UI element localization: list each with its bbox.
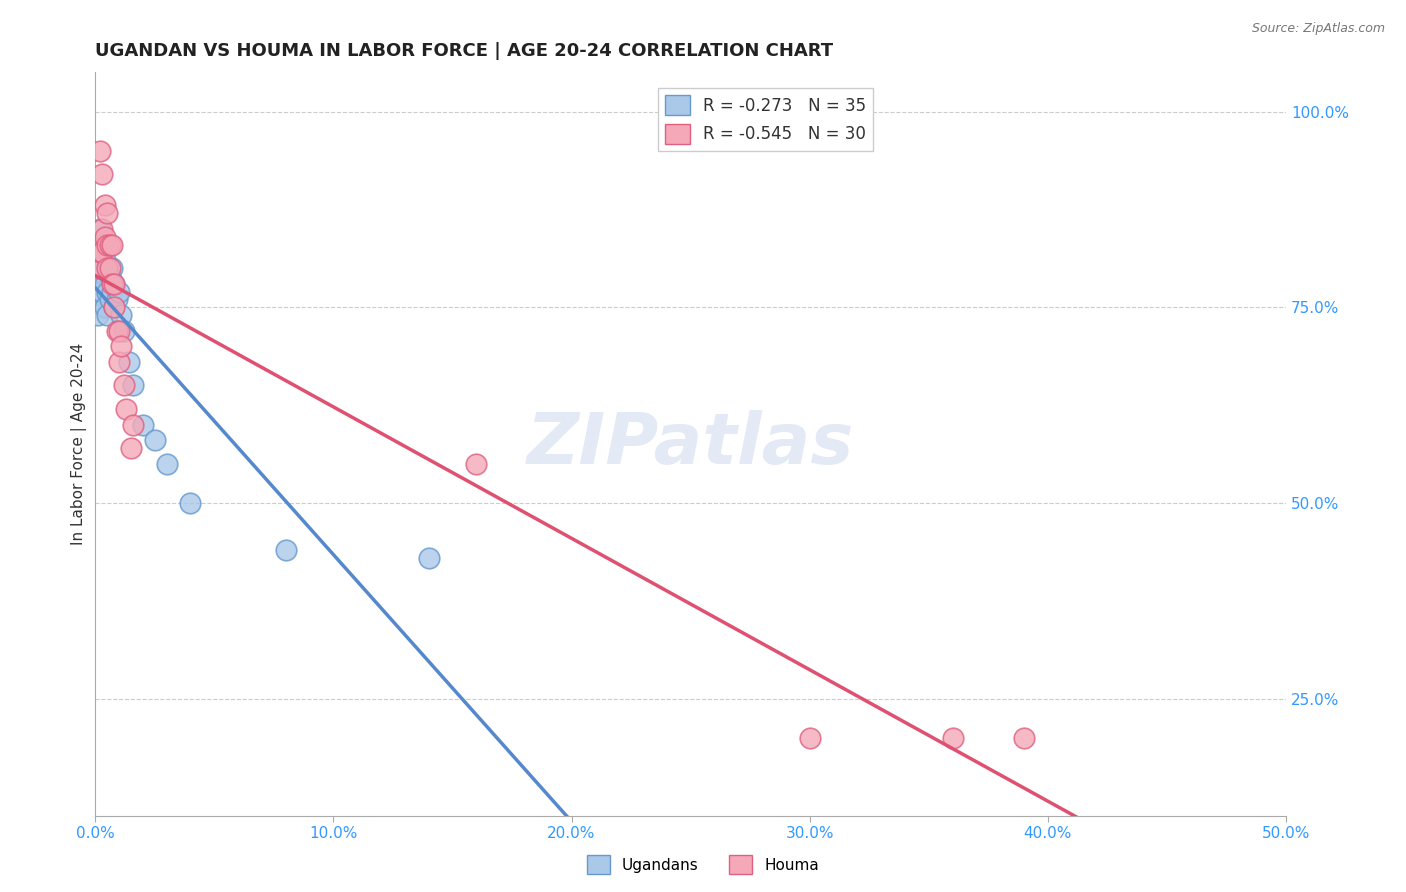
Point xyxy=(93,198,115,212)
Point xyxy=(465,457,488,471)
Point xyxy=(799,731,821,745)
Point xyxy=(1012,731,1035,745)
Point xyxy=(98,261,121,276)
Point xyxy=(86,277,108,291)
Point xyxy=(89,222,111,236)
Point xyxy=(108,355,131,369)
Point xyxy=(96,237,118,252)
Point xyxy=(101,285,124,299)
Point xyxy=(91,261,114,276)
Point xyxy=(98,237,121,252)
Point xyxy=(89,245,111,260)
Point xyxy=(108,285,131,299)
Point xyxy=(93,229,115,244)
Point xyxy=(156,457,179,471)
Y-axis label: In Labor Force | Age 20-24: In Labor Force | Age 20-24 xyxy=(72,343,87,545)
Point xyxy=(418,550,440,565)
Text: Source: ZipAtlas.com: Source: ZipAtlas.com xyxy=(1251,22,1385,36)
Point xyxy=(179,496,201,510)
Point xyxy=(105,324,128,338)
Point xyxy=(101,237,124,252)
Point xyxy=(120,441,142,455)
Point xyxy=(91,285,114,299)
Point xyxy=(93,253,115,268)
Point xyxy=(122,417,145,432)
Point xyxy=(86,308,108,322)
Point xyxy=(93,300,115,314)
Point xyxy=(103,277,125,291)
Point xyxy=(132,417,155,432)
Point xyxy=(96,285,118,299)
Text: ZIPatlas: ZIPatlas xyxy=(527,409,855,479)
Point xyxy=(941,731,963,745)
Point xyxy=(91,167,114,181)
Point xyxy=(103,300,125,314)
Point xyxy=(112,324,135,338)
Point xyxy=(98,293,121,307)
Point xyxy=(274,542,297,557)
Point xyxy=(89,144,111,158)
Point xyxy=(103,300,125,314)
Point xyxy=(108,324,131,338)
Point xyxy=(86,261,108,276)
Text: UGANDAN VS HOUMA IN LABOR FORCE | AGE 20-24 CORRELATION CHART: UGANDAN VS HOUMA IN LABOR FORCE | AGE 20… xyxy=(96,42,834,60)
Point xyxy=(96,261,118,276)
Point xyxy=(105,293,128,307)
Point xyxy=(91,222,114,236)
Point xyxy=(86,237,108,252)
Point xyxy=(115,401,138,416)
Point xyxy=(96,308,118,322)
Point xyxy=(122,378,145,392)
Point xyxy=(110,339,132,353)
Point xyxy=(91,245,114,260)
Point xyxy=(98,268,121,283)
Point xyxy=(91,237,114,252)
Point xyxy=(96,261,118,276)
Legend: Ugandans, Houma: Ugandans, Houma xyxy=(581,849,825,880)
Point xyxy=(89,245,111,260)
Point xyxy=(96,206,118,220)
Legend: R = -0.273   N = 35, R = -0.545   N = 30: R = -0.273 N = 35, R = -0.545 N = 30 xyxy=(658,88,873,151)
Point xyxy=(93,277,115,291)
Point xyxy=(86,261,108,276)
Point xyxy=(117,355,139,369)
Point xyxy=(112,378,135,392)
Point xyxy=(110,308,132,322)
Point xyxy=(143,434,166,448)
Point xyxy=(103,277,125,291)
Point xyxy=(89,268,111,283)
Point xyxy=(86,293,108,307)
Point xyxy=(101,261,124,276)
Point xyxy=(101,277,124,291)
Point xyxy=(89,285,111,299)
